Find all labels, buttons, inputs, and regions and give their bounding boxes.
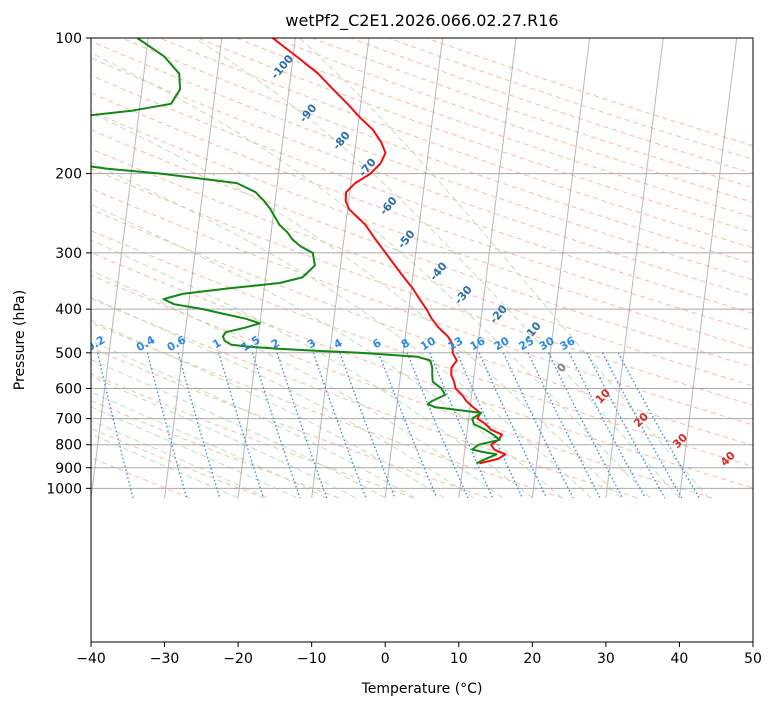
- isotherm-line: [237, 38, 296, 498]
- x-tick-label: −10: [297, 651, 327, 667]
- dry-adiabat-line: [91, 322, 563, 499]
- x-tick-label: 20: [523, 651, 541, 667]
- mixing-ratio-line: [478, 352, 548, 499]
- dry-adiabat-line: [91, 148, 753, 387]
- isotherm-line: [311, 38, 370, 498]
- moist-adiabat-line: [91, 112, 621, 499]
- isotherm-line: [91, 38, 149, 498]
- mixing-ratio-line: [617, 352, 700, 499]
- isotherm-line: [384, 38, 444, 498]
- dry-adiabat-line: [91, 457, 190, 499]
- moist-adiabat-line: [91, 375, 357, 499]
- x-tick-label: 10: [450, 651, 468, 667]
- mixing-ratio-line: [429, 352, 494, 499]
- y-tick-label: 1000: [46, 481, 82, 497]
- y-tick-label: 200: [55, 167, 82, 183]
- moist-adiabat-line: [91, 203, 563, 499]
- y-tick-label: 900: [55, 461, 82, 477]
- moist-adiabat-line: [91, 239, 533, 499]
- y-tick-label: 100: [55, 31, 82, 47]
- mixing-ratio-line: [177, 352, 221, 499]
- dry-adiabat-line: [91, 74, 753, 315]
- isotherm-line: [531, 38, 591, 498]
- dry-adiabat-line: [91, 167, 753, 406]
- x-tick-label: 40: [671, 651, 689, 667]
- x-tick-label: 30: [597, 651, 615, 667]
- mixing-ratio-line: [568, 352, 646, 499]
- moist-adiabat-line: [91, 406, 298, 499]
- mixing-ratio-line: [96, 352, 134, 499]
- mixing-ratio-line: [406, 352, 469, 499]
- plot-frame: [90, 37, 754, 643]
- dry-adiabat-line: [159, 38, 753, 249]
- chart-title: wetPf2_C2E1.2026.066.02.27.R16: [285, 11, 558, 31]
- y-tick-label: 400: [55, 302, 82, 318]
- x-tick-label: −30: [150, 651, 180, 667]
- moist-adiabat-line: [193, 38, 680, 499]
- dry-adiabat-line: [91, 298, 638, 499]
- x-tick-label: −20: [223, 651, 253, 667]
- dry-adiabat-line: [91, 230, 753, 467]
- mixing-ratio-line: [218, 352, 265, 499]
- dry-adiabat-line: [91, 274, 712, 499]
- dry-adiabat-line: [91, 57, 753, 298]
- dewpoint-profile: [91, 38, 501, 465]
- y-tick-label: 700: [55, 412, 82, 428]
- y-tick-label: 500: [55, 346, 82, 362]
- mixing-ratio-line: [378, 352, 438, 499]
- y-tick-label: 800: [55, 438, 82, 454]
- x-tick-label: 50: [744, 651, 762, 667]
- y-tick-label: 600: [55, 381, 82, 397]
- dry-adiabat-line: [91, 110, 753, 350]
- mixing-ratio-line: [548, 352, 624, 499]
- x-tick-label: 0: [381, 651, 390, 667]
- mixing-ratio-line: [586, 352, 666, 499]
- isotherm-line: [678, 38, 738, 498]
- mixing-ratio-line: [502, 352, 574, 499]
- isotherm-line: [164, 38, 223, 498]
- temperature-profile: [271, 38, 507, 465]
- isotherm-line: [605, 38, 664, 498]
- mixing-ratio-line: [601, 352, 683, 499]
- y-tick-label: 300: [55, 246, 82, 262]
- dry-adiabat-line: [91, 400, 339, 499]
- moist-adiabat-line: [91, 420, 268, 499]
- moist-adiabat-line: [91, 433, 239, 499]
- dry-adiabat-line: [91, 373, 414, 499]
- mixing-ratio-line: [527, 352, 601, 499]
- isotherm-line: [458, 38, 517, 498]
- dry-adiabat-line: [121, 38, 753, 265]
- moist-adiabat-line: [91, 391, 327, 499]
- moist-adiabat-line: [91, 358, 386, 499]
- x-tick-label: −40: [76, 651, 106, 667]
- mixing-ratio-line: [146, 352, 188, 499]
- x-axis-label: Temperature (°C): [361, 681, 483, 697]
- y-axis-label: Pressure (hPa): [12, 290, 28, 390]
- moist-adiabat-line: [91, 52, 651, 499]
- moist-adiabat-line: [91, 340, 415, 499]
